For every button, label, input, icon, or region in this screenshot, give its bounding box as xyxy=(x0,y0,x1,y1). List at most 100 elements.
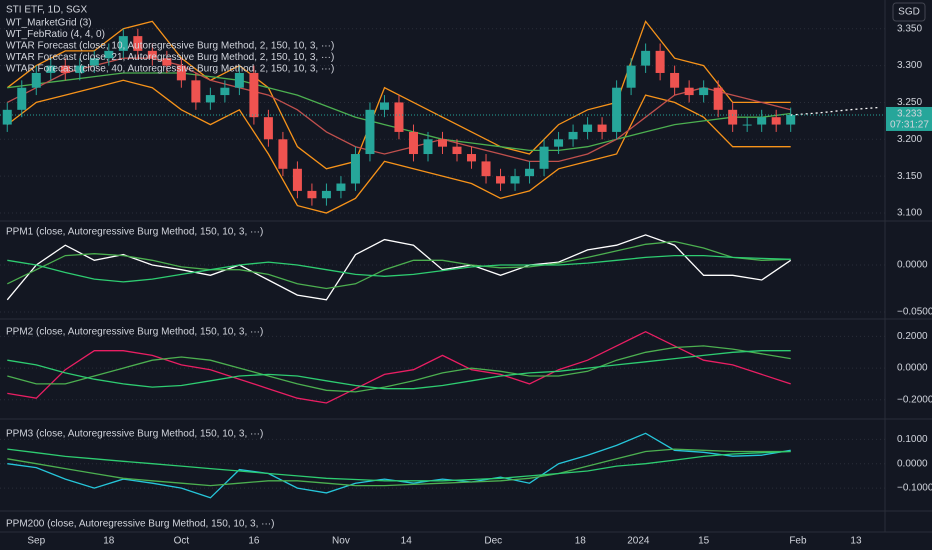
pane-title[interactable]: PPM200 (close, Autoregressive Burg Metho… xyxy=(6,519,274,530)
indicator-line xyxy=(7,448,791,487)
y-tick-label: 3.250 xyxy=(897,97,922,108)
candle-body xyxy=(728,109,738,125)
x-tick-label: 16 xyxy=(248,536,260,547)
candle-body xyxy=(612,87,622,132)
pane-title[interactable]: STI ETF, 1D, SGX xyxy=(6,5,87,16)
candle-body xyxy=(191,80,201,103)
currency-box[interactable] xyxy=(892,2,926,22)
legend-entry[interactable]: WT_MarketGrid (3) xyxy=(6,18,92,29)
candle-body xyxy=(408,131,418,155)
candle-body xyxy=(75,65,85,73)
candle-body xyxy=(336,183,346,191)
candle-body xyxy=(321,190,331,199)
x-tick-label: Dec xyxy=(484,536,502,547)
candle-body xyxy=(539,146,549,169)
countdown-label: 07:31:27 xyxy=(890,120,929,131)
candle-body xyxy=(394,102,404,132)
candle-body xyxy=(118,36,128,51)
x-tick-label: Feb xyxy=(789,536,807,547)
candle-body xyxy=(278,139,288,169)
y-tick-label: −0.1000 xyxy=(897,483,932,494)
candle-body xyxy=(757,117,767,125)
legend-entry[interactable]: WTAR Forecast (close, 40, Autoregressive… xyxy=(6,64,334,75)
candle-body xyxy=(713,87,723,110)
candle-body xyxy=(234,72,244,88)
candle-body xyxy=(2,109,12,125)
x-tick-label: 18 xyxy=(103,536,115,547)
candle-body xyxy=(176,65,186,81)
y-tick-label: 0.0000 xyxy=(897,363,928,374)
legend-entry[interactable]: WTAR Forecast (close, 10, Autoregressive… xyxy=(6,41,334,52)
legend-entry[interactable]: WT_FebRatio (4, 4, 0) xyxy=(6,29,105,40)
candle-body xyxy=(60,65,70,73)
indicator-line xyxy=(7,254,791,283)
candle-body xyxy=(481,161,491,177)
indicator-line xyxy=(6,20,791,170)
candle-body xyxy=(249,72,259,118)
y-tick-label: 0.0000 xyxy=(897,458,928,469)
legend-entry[interactable]: WTAR Forecast (close, 21, Autoregressive… xyxy=(6,52,334,63)
candle-body xyxy=(205,95,215,103)
candle-body xyxy=(684,87,694,96)
y-tick-label: 3.200 xyxy=(897,134,922,145)
y-tick-label: 3.350 xyxy=(897,23,922,34)
candle-body xyxy=(655,50,665,73)
candle-body xyxy=(17,87,27,110)
y-tick-label: 0.2000 xyxy=(897,331,928,342)
y-tick-label: 0.1000 xyxy=(897,434,928,445)
candle-body xyxy=(742,124,752,126)
y-tick-label: 3.150 xyxy=(897,171,922,182)
candle-body xyxy=(699,87,709,96)
candle-body xyxy=(379,102,389,110)
candle-body xyxy=(670,72,680,88)
x-tick-label: 14 xyxy=(401,536,413,547)
candle-body xyxy=(510,176,520,184)
candle-body xyxy=(220,87,230,96)
candle-body xyxy=(162,58,172,66)
candle-body xyxy=(438,139,447,147)
candle-body xyxy=(263,117,273,140)
indicator-line xyxy=(7,350,791,390)
x-tick-label: Oct xyxy=(174,536,190,547)
pane-title[interactable]: PPM3 (close, Autoregressive Burg Method,… xyxy=(6,429,263,440)
y-tick-label: 0.0000 xyxy=(897,260,928,271)
candle-body xyxy=(626,65,636,88)
candle-body xyxy=(423,139,433,155)
y-tick-label: 3.100 xyxy=(897,208,922,219)
indicator-line xyxy=(7,448,791,482)
y-tick-label: −0.0500 xyxy=(897,307,932,318)
x-tick-label: 15 xyxy=(698,536,710,547)
candle-body xyxy=(641,50,651,66)
candle-body xyxy=(31,72,41,88)
y-tick-label: −0.2000 xyxy=(897,394,932,405)
candle-body xyxy=(597,124,607,132)
pane-title[interactable]: PPM1 (close, Autoregressive Burg Method,… xyxy=(6,227,263,238)
candle-body xyxy=(350,154,360,184)
indicator-line xyxy=(7,240,791,290)
candle-body xyxy=(365,109,375,155)
candle-body xyxy=(147,50,157,59)
candle-body xyxy=(46,65,56,73)
x-tick-label: Nov xyxy=(332,536,350,547)
candle-body xyxy=(786,114,796,125)
x-tick-label: 13 xyxy=(850,536,862,547)
currency-label[interactable]: SGD xyxy=(898,7,920,18)
pane-title[interactable]: PPM2 (close, Autoregressive Burg Method,… xyxy=(6,327,263,338)
indicator-line xyxy=(7,345,791,393)
candle-body xyxy=(133,36,143,51)
y-tick-label: 3.300 xyxy=(897,60,922,71)
candle-body xyxy=(104,50,114,59)
candle-body xyxy=(496,176,506,184)
candle-body xyxy=(89,58,99,66)
indicator-line xyxy=(7,330,791,404)
last-price-label: 3.233 xyxy=(897,109,922,120)
x-tick-label: 18 xyxy=(575,536,587,547)
candle-body xyxy=(568,131,578,140)
candle-body xyxy=(525,168,535,177)
candle-body xyxy=(554,139,564,147)
indicator-line xyxy=(6,234,792,301)
candle-body xyxy=(452,146,462,155)
